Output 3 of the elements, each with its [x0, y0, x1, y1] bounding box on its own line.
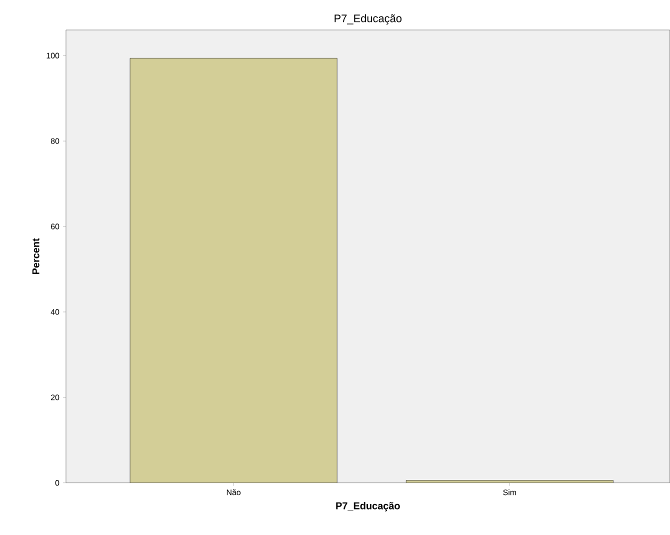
x-axis-title: P7_Educação	[336, 502, 400, 512]
chart-title: P7_Educação	[334, 14, 402, 25]
y-axis-title: Percent	[32, 238, 40, 274]
